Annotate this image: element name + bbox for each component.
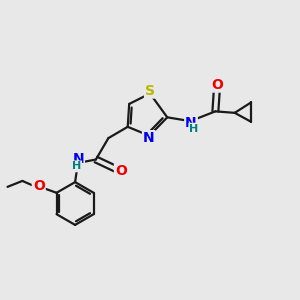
Text: N: N — [185, 116, 197, 130]
Text: O: O — [211, 78, 223, 92]
Text: N: N — [72, 152, 84, 166]
Text: N: N — [143, 131, 154, 145]
Text: O: O — [33, 179, 45, 193]
Text: O: O — [115, 164, 127, 178]
Text: H: H — [189, 124, 199, 134]
Text: H: H — [72, 161, 81, 171]
Text: S: S — [145, 84, 155, 98]
